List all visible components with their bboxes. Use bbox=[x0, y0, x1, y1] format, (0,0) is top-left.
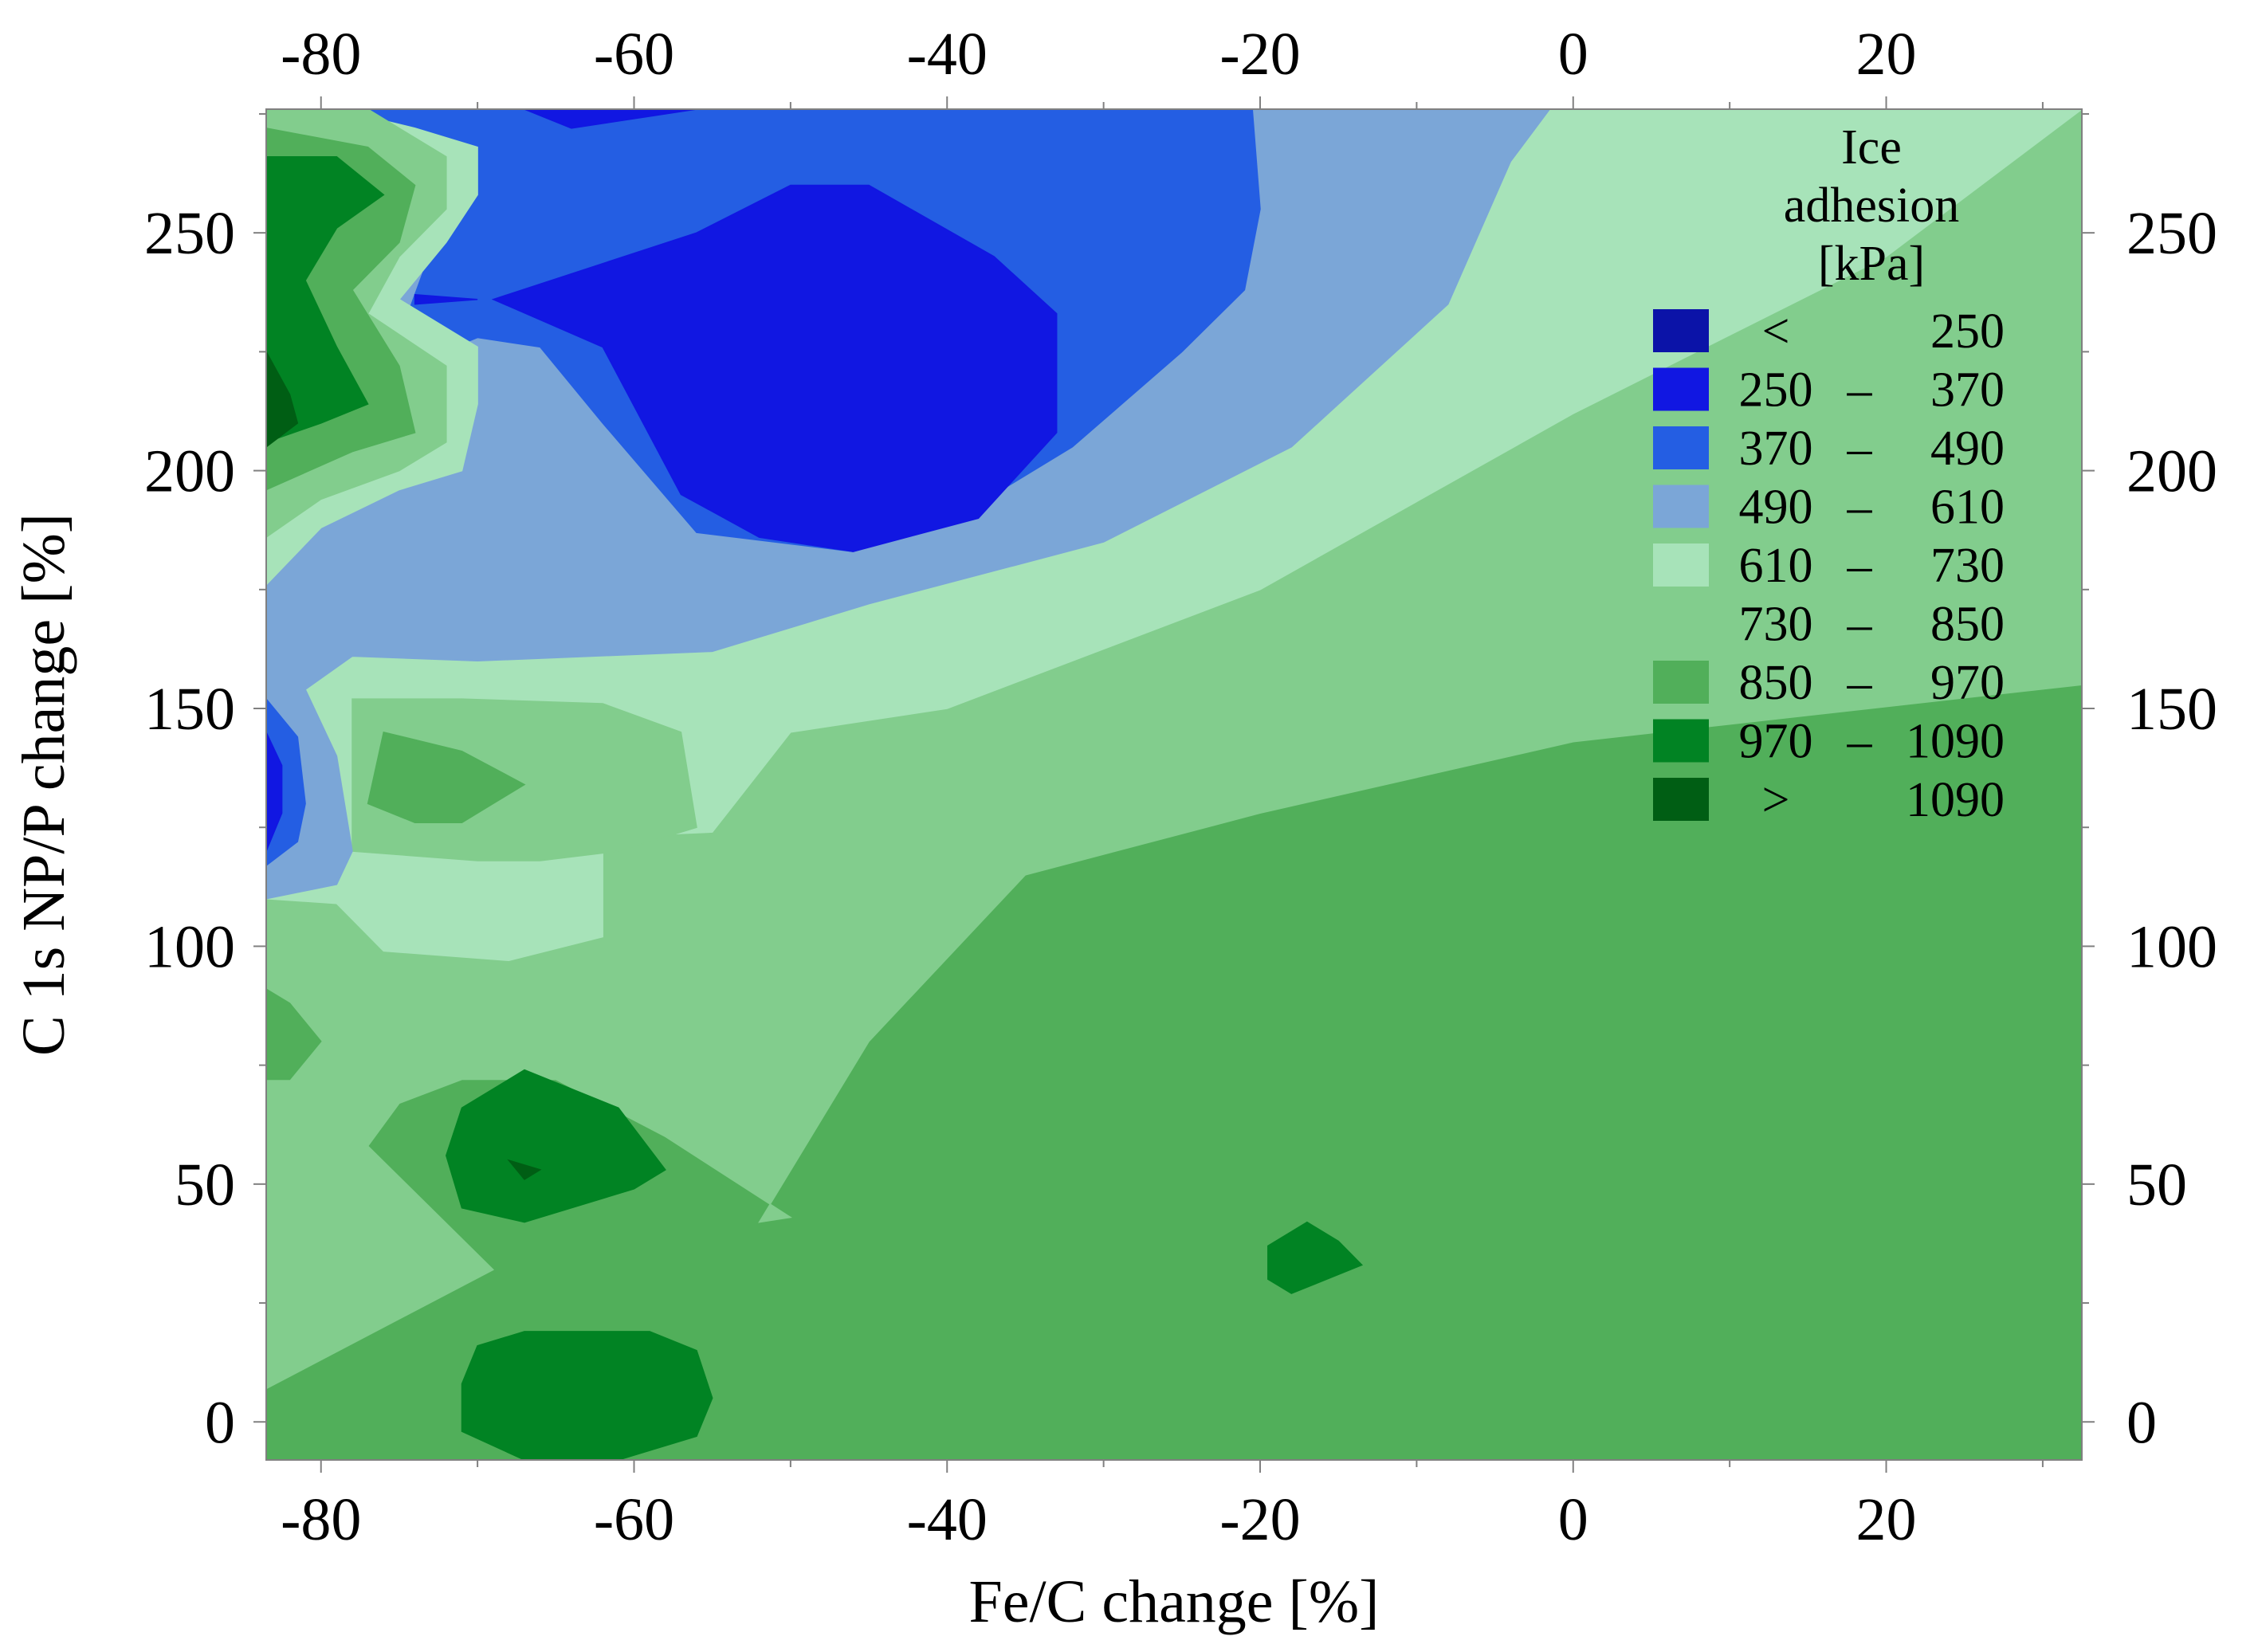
legend-high: 250 bbox=[1930, 304, 2005, 359]
legend-dash: – bbox=[1847, 481, 1873, 535]
legend-dash: – bbox=[1847, 422, 1873, 476]
x-tick-label-top: 20 bbox=[1856, 21, 1917, 88]
legend-high: 970 bbox=[1930, 656, 2005, 710]
legend-swatch bbox=[1653, 719, 1709, 763]
legend-low: 730 bbox=[1739, 598, 1813, 652]
x-tick-label-bottom: -60 bbox=[594, 1486, 674, 1553]
x-tick-label-top: -20 bbox=[1219, 21, 1300, 88]
legend-title-line: adhesion bbox=[1784, 179, 1959, 233]
y-axis-title: C 1s NP/P change [%] bbox=[10, 513, 77, 1056]
legend-low: 610 bbox=[1739, 539, 1813, 593]
contour-regions bbox=[266, 109, 2082, 1460]
legend-high: 610 bbox=[1930, 481, 2005, 535]
legend-swatch bbox=[1653, 543, 1709, 587]
y-tick-label-left: 50 bbox=[175, 1152, 235, 1218]
y-tick-label-left: 150 bbox=[144, 676, 235, 743]
x-tick-label-bottom: 0 bbox=[1558, 1486, 1588, 1553]
contour-region-6 bbox=[446, 1069, 666, 1223]
x-tick-label-top: -60 bbox=[594, 21, 674, 88]
legend-low: 250 bbox=[1739, 363, 1813, 418]
x-axis-title: Fe/C change [%] bbox=[969, 1568, 1380, 1635]
y-tick-label-right: 200 bbox=[2126, 438, 2217, 505]
x-tick-label-top: 0 bbox=[1558, 21, 1588, 88]
y-tick-label-right: 250 bbox=[2126, 200, 2217, 267]
x-tick-label-top: -40 bbox=[907, 21, 988, 88]
contour-region-7 bbox=[507, 1159, 542, 1180]
legend-high: 850 bbox=[1930, 598, 2005, 652]
contour-region-14 bbox=[524, 109, 697, 129]
legend-dash: – bbox=[1847, 656, 1873, 710]
legend-swatch bbox=[1653, 367, 1709, 411]
legend-dash: – bbox=[1847, 363, 1873, 418]
legend-swatch bbox=[1653, 778, 1709, 821]
legend-dash: – bbox=[1847, 715, 1873, 769]
contour-region-8 bbox=[461, 1331, 713, 1460]
legend-high: 370 bbox=[1930, 363, 2005, 418]
x-tick-label-bottom: 20 bbox=[1856, 1486, 1917, 1553]
legend-dash: – bbox=[1847, 539, 1873, 593]
plot-frame bbox=[265, 108, 2083, 1461]
contour-region-20 bbox=[266, 155, 385, 443]
legend-dash: – bbox=[1847, 598, 1873, 652]
legend-swatch bbox=[1653, 661, 1709, 704]
legend-title-line: [kPa] bbox=[1818, 237, 1925, 291]
legend-swatch bbox=[1653, 426, 1709, 469]
legend-low: 490 bbox=[1739, 481, 1813, 535]
contour-region-9 bbox=[1267, 1221, 1364, 1294]
legend-high: 490 bbox=[1930, 422, 2005, 476]
legend-swatch bbox=[1653, 309, 1709, 352]
legend-low: < bbox=[1762, 304, 1790, 359]
legend-swatch bbox=[1653, 485, 1709, 528]
legend-low: 370 bbox=[1739, 422, 1813, 476]
contour-region-13 bbox=[414, 293, 478, 305]
contour-region-16 bbox=[266, 732, 283, 852]
contour-region-21 bbox=[266, 351, 299, 448]
x-tick-label-bottom: -40 bbox=[907, 1486, 988, 1553]
contour-region-4 bbox=[367, 731, 526, 823]
x-tick-label-bottom: -80 bbox=[281, 1486, 361, 1553]
y-tick-label-right: 150 bbox=[2126, 676, 2217, 743]
legend-high: 730 bbox=[1930, 539, 2005, 593]
x-tick-label-top: -80 bbox=[281, 21, 361, 88]
y-tick-label-left: 0 bbox=[205, 1389, 235, 1456]
legend-low: 850 bbox=[1739, 656, 1813, 710]
legend-high: 1090 bbox=[1906, 773, 2005, 827]
contour-region-5 bbox=[266, 988, 322, 1081]
y-tick-label-right: 50 bbox=[2126, 1152, 2187, 1218]
legend-title-line: Ice bbox=[1841, 120, 1902, 175]
y-tick-label-left: 200 bbox=[144, 438, 235, 505]
y-tick-label-right: 100 bbox=[2126, 913, 2217, 980]
y-tick-label-left: 100 bbox=[144, 913, 235, 980]
contour-region-12 bbox=[491, 184, 1058, 552]
y-tick-label-left: 250 bbox=[144, 200, 235, 267]
y-tick-label-right: 0 bbox=[2126, 1389, 2157, 1456]
legend-high: 1090 bbox=[1906, 715, 2005, 769]
legend-low: 970 bbox=[1739, 715, 1813, 769]
legend-swatch bbox=[1653, 602, 1709, 645]
legend-low: > bbox=[1762, 773, 1790, 827]
x-tick-label-bottom: -20 bbox=[1219, 1486, 1300, 1553]
